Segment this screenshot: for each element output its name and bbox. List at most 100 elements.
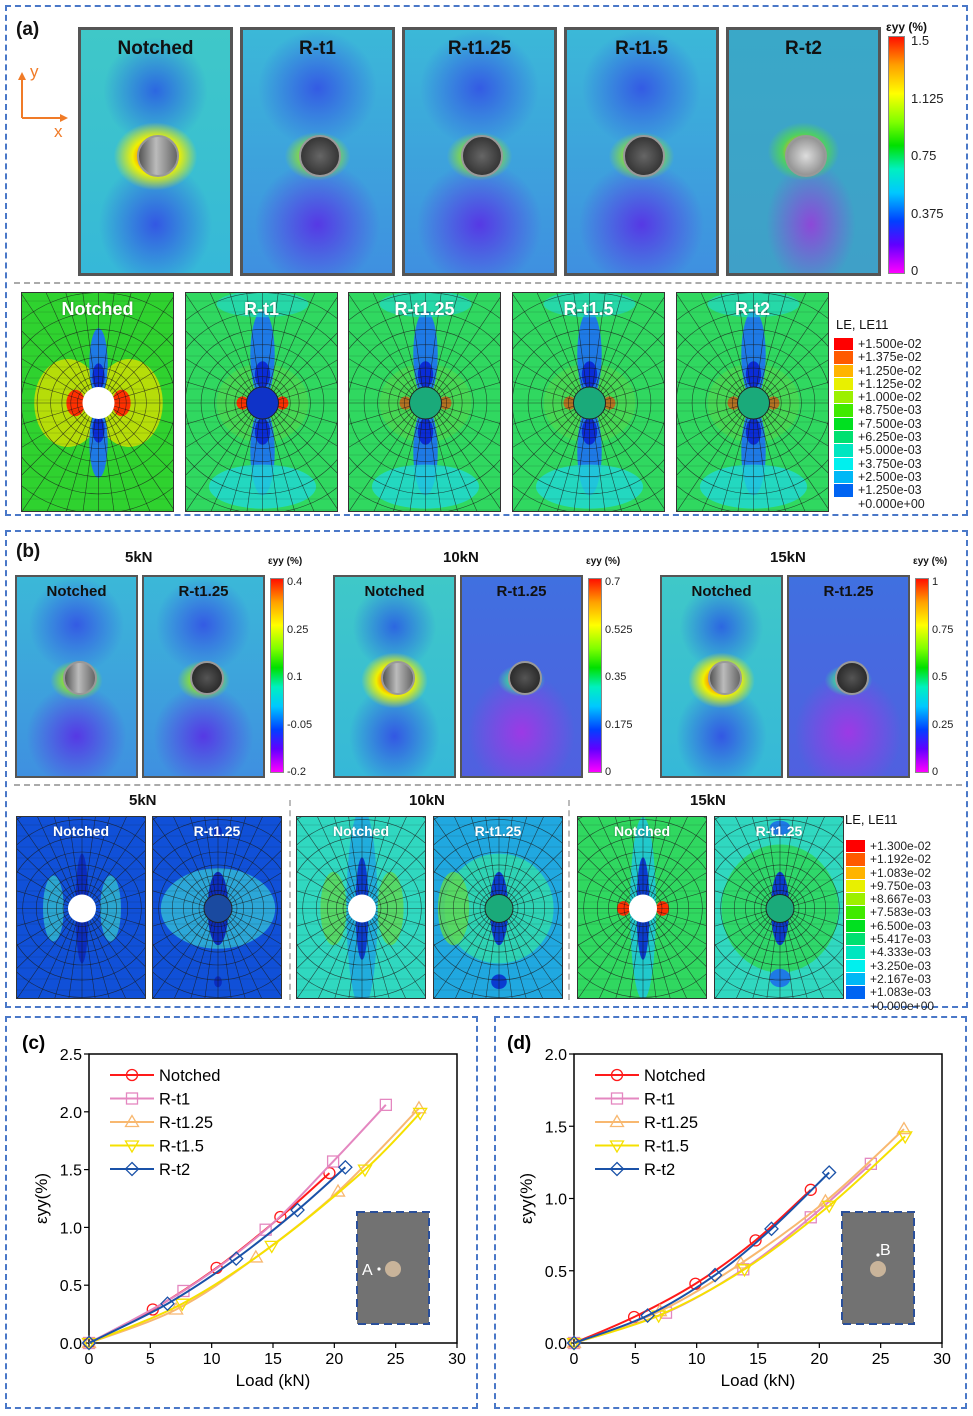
mesh-line: [174, 920, 211, 998]
mesh-line: [186, 329, 337, 477]
mesh-line: [377, 357, 474, 449]
mesh-line: [186, 358, 248, 398]
mesh-line: [725, 376, 782, 430]
series-line-r-t2: [573, 1171, 830, 1344]
dic-image-r-t125: R-t1.25: [787, 575, 910, 778]
mesh-line: [113, 359, 173, 398]
colorbar-tick: 0.25: [287, 623, 309, 636]
divider: [14, 282, 962, 284]
mesh-line: [654, 850, 706, 901]
mesh-line: [504, 817, 528, 896]
divider: [568, 800, 570, 1000]
mesh-line: [629, 922, 641, 998]
mesh-line: [349, 329, 500, 477]
legend-entry: +1.500e-02: [834, 337, 925, 352]
mesh-line: [513, 381, 574, 401]
mesh-line: [759, 293, 787, 389]
legend-marker: [125, 1068, 139, 1082]
mesh-line: [650, 920, 687, 998]
mesh-line: [95, 910, 145, 926]
mesh-line: [349, 414, 415, 511]
mesh-line: [367, 817, 391, 896]
x-tick-label: 20: [810, 1351, 828, 1368]
mesh-line: [53, 817, 77, 896]
mesh-line: [22, 358, 84, 398]
mesh-line: [501, 817, 513, 895]
mesh-line: [114, 382, 173, 401]
mesh-line: [434, 913, 487, 946]
mesh-line: [409, 293, 423, 388]
mesh-line: [752, 921, 775, 998]
series-line-r-t2: [88, 1166, 347, 1344]
mesh-line: [541, 357, 638, 449]
legend-entry: +8.750e-03: [834, 404, 925, 418]
mesh-line: [230, 872, 281, 904]
data-point: [290, 1202, 305, 1218]
mesh-line: [36, 344, 161, 462]
mesh-line: [715, 871, 768, 904]
mesh-line: [93, 850, 145, 901]
mesh-line: [342, 890, 382, 927]
mesh-line: [278, 405, 337, 424]
mesh-line: [764, 297, 828, 392]
mesh-line: [431, 293, 459, 389]
repair-plug: [409, 386, 442, 420]
hole-icon: [708, 661, 742, 695]
mesh-line: [109, 414, 173, 509]
mesh-line: [374, 913, 425, 945]
legend-value: +5.417e-03: [870, 932, 932, 947]
mesh-line: [349, 405, 410, 425]
legend-entry: +6.250e-03: [834, 430, 925, 445]
mesh-line: [600, 297, 664, 392]
mesh-line: [677, 330, 741, 395]
mesh-line: [677, 311, 828, 495]
mesh-line: [677, 414, 743, 511]
mesh-line: [397, 376, 454, 430]
data-point: [160, 1296, 175, 1312]
colorbar-tick: 1.125: [911, 90, 944, 106]
specimen-label: R-t1.25: [755, 823, 803, 839]
mesh-line: [508, 918, 562, 997]
mesh-line: [782, 817, 794, 895]
mesh-line: [273, 414, 337, 509]
mesh-line: [297, 817, 353, 899]
mesh-line: [592, 293, 606, 388]
mesh-line: [438, 332, 500, 395]
mesh-line: [198, 890, 238, 927]
mesh-line: [561, 376, 618, 430]
mesh-line: [436, 297, 500, 392]
mesh-line: [22, 381, 83, 401]
mesh-line: [113, 408, 173, 447]
legend-entry: +0.000e+00: [834, 497, 925, 511]
mesh-line: [349, 381, 410, 401]
mesh-line: [388, 367, 463, 439]
legend-swatch: [846, 866, 865, 880]
dic-image-r-t15: R-t1.5: [564, 27, 719, 276]
mesh-line: [22, 294, 88, 392]
mesh-line: [153, 918, 209, 998]
mesh-line: [230, 913, 281, 945]
mesh-line: [369, 920, 406, 998]
legend-marker: [609, 1161, 625, 1177]
legend-value: +1.083e-03: [870, 985, 932, 1000]
mesh-line: [82, 293, 96, 388]
mesh-line: [715, 890, 767, 907]
legend-value: +1.000e-02: [858, 390, 922, 405]
mesh-line: [578, 836, 706, 981]
mesh-line: [471, 921, 494, 998]
mesh-line: [268, 293, 296, 389]
mesh-line: [231, 910, 281, 926]
y-tick-label: 0.0: [545, 1336, 567, 1353]
mesh-line: [701, 416, 745, 511]
data-point: [764, 1221, 779, 1237]
mesh-line: [297, 819, 425, 998]
mesh-line: [759, 417, 786, 511]
mesh-line: [47, 875, 117, 942]
mesh-line: [504, 921, 527, 998]
mesh-line: [645, 817, 657, 895]
mesh-line: [209, 293, 254, 390]
legend-label: R-t1.25: [159, 1114, 213, 1132]
mesh-line: [297, 910, 349, 927]
legend-value: +1.250e-02: [858, 363, 922, 378]
mesh-line: [87, 817, 111, 896]
